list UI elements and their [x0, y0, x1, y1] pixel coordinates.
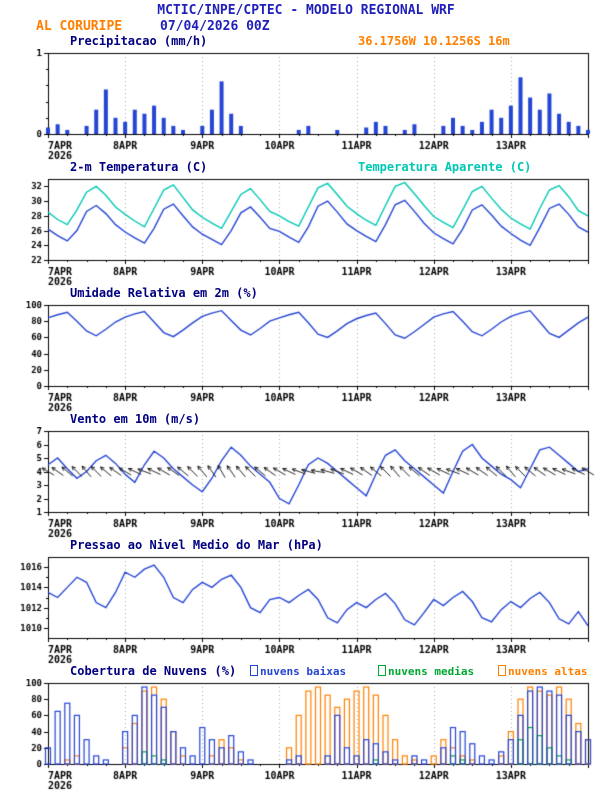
panel-title-row-pressure: Pressao ao Nivel Medio do Mar (hPa)	[0, 538, 612, 553]
panel-title-row-temperature: 2-m Temperatura (C) Temperatura Aparente…	[0, 160, 612, 175]
legend-low-clouds: nuvens baixas	[250, 665, 346, 678]
legend-mid-clouds: nuvens medias	[378, 665, 474, 678]
panel-title-pressure: Pressao ao Nivel Medio do Mar (hPa)	[70, 538, 323, 552]
legend-low-clouds-label: nuvens baixas	[260, 665, 347, 678]
panel-humidity: Umidade Relativa em 2m (%)	[0, 286, 612, 412]
low-clouds-legend-box-icon	[250, 665, 258, 676]
panel-title-clouds: Cobertura de Nuvens (%)	[70, 664, 237, 678]
run-datetime: 07/04/2026 00Z	[160, 19, 270, 34]
pressure-chart-canvas	[0, 553, 612, 664]
panel-pressure: Pressao ao Nivel Medio do Mar (hPa)	[0, 538, 612, 664]
legend-mid-clouds-label: nuvens medias	[388, 665, 475, 678]
panel-temperature: 2-m Temperatura (C) Temperatura Aparente…	[0, 160, 612, 286]
panel-precipitation: Precipitacao (mm/h) 36.1756W 10.1256S 16…	[0, 34, 612, 160]
panel-title-row-wind: Vento em 10m (m/s)	[0, 412, 612, 427]
temperature-chart-canvas	[0, 175, 612, 286]
panel-title-row-precipitation: Precipitacao (mm/h) 36.1756W 10.1256S 16…	[0, 34, 612, 49]
precipitation-chart-canvas	[0, 49, 612, 160]
wind-chart-canvas	[0, 427, 612, 538]
panel-title-row-clouds: Cobertura de Nuvens (%) nuvens baixas nu…	[0, 664, 612, 679]
page-title: MCTIC/INPE/CPTEC - MODELO REGIONAL WRF	[157, 3, 455, 18]
humidity-chart-canvas	[0, 301, 612, 412]
legend-high-clouds-label: nuvens altas	[508, 665, 588, 678]
legend-apparent-temperature: Temperatura Aparente (C)	[358, 160, 532, 174]
panel-title-temperature: 2-m Temperatura (C)	[70, 160, 208, 174]
header-row: AL CORURIPE 07/04/2026 00Z	[0, 19, 612, 34]
clouds-chart-canvas	[0, 679, 612, 790]
panel-title-humidity: Umidade Relativa em 2m (%)	[70, 286, 258, 300]
panel-title-precipitation: Precipitacao (mm/h)	[70, 34, 208, 48]
panel-title-wind: Vento em 10m (m/s)	[70, 412, 201, 426]
panel-wind: Vento em 10m (m/s)	[0, 412, 612, 538]
location-label: 36.1756W 10.1256S 16m	[358, 34, 510, 48]
high-clouds-legend-box-icon	[498, 665, 506, 676]
mid-clouds-legend-box-icon	[378, 665, 386, 676]
legend-high-clouds: nuvens altas	[498, 665, 587, 678]
panel-title-row-humidity: Umidade Relativa em 2m (%)	[0, 286, 612, 301]
panel-clouds: Cobertura de Nuvens (%) nuvens baixas nu…	[0, 664, 612, 790]
station-name: AL CORURIPE	[36, 19, 123, 34]
